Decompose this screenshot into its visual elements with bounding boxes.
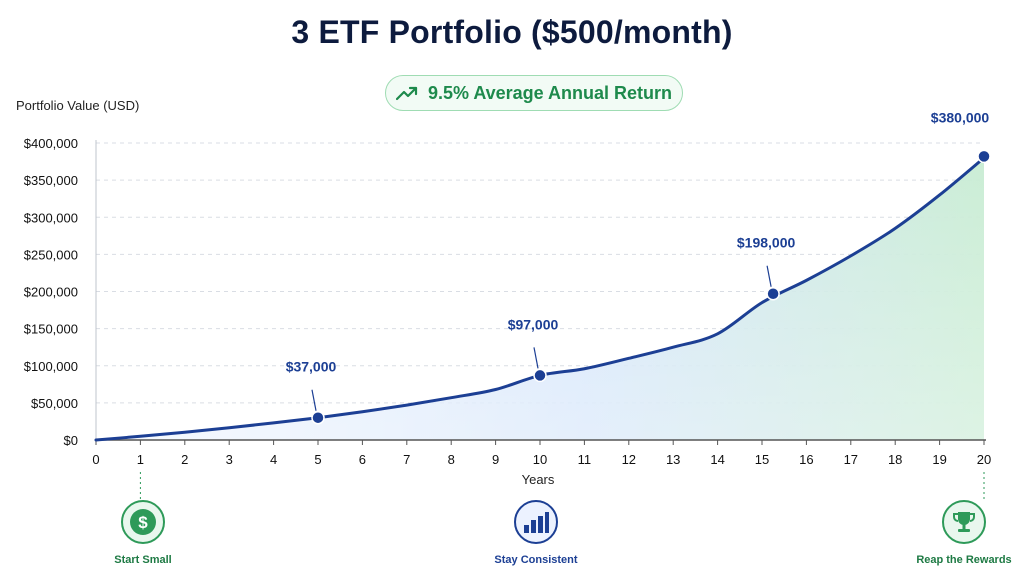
return-badge: 9.5% Average Annual Return (385, 75, 683, 111)
milestone-start-small: $ Start Small (83, 500, 203, 566)
x-tick-label: 20 (977, 452, 991, 467)
annotation-label: $198,000 (737, 235, 796, 251)
svg-text:$: $ (138, 513, 148, 532)
y-tick-label: $0 (64, 433, 78, 448)
x-tick-label: 1 (137, 452, 144, 467)
milestone-reap-rewards: Reap the Rewards (904, 500, 1024, 566)
x-tick-label: 15 (755, 452, 769, 467)
x-tick-label: 9 (492, 452, 499, 467)
x-tick-label: 12 (622, 452, 636, 467)
x-tick-label: 4 (270, 452, 277, 467)
x-tick-label: 10 (533, 452, 547, 467)
milestone-label: Start Small (114, 554, 172, 566)
y-tick-label: $250,000 (24, 247, 78, 262)
annotation-leader (533, 347, 539, 369)
x-tick-label: 0 (92, 452, 99, 467)
milestone-stay-consistent: Stay Consistent (476, 500, 596, 566)
annotation-label: $97,000 (508, 316, 559, 332)
x-tick-label: 16 (799, 452, 813, 467)
y-tick-label: $50,000 (31, 396, 78, 411)
y-axis-label: Portfolio Value (USD) (16, 98, 139, 113)
chart-title: 3 ETF Portfolio ($500/month) (291, 14, 733, 50)
x-tick-label: 19 (932, 452, 946, 467)
milestone-label: Reap the Rewards (916, 554, 1012, 566)
y-tick-label: $350,000 (24, 173, 78, 188)
bar-chart-icon (514, 500, 558, 544)
series-area-fade (96, 157, 984, 440)
x-tick-label: 2 (181, 452, 188, 467)
y-tick-label: $150,000 (24, 322, 78, 337)
x-tick-label: 13 (666, 452, 680, 467)
x-tick-label: 7 (403, 452, 410, 467)
data-point-marker (766, 286, 780, 301)
milestone-label: Stay Consistent (494, 554, 578, 566)
y-tick-label: $100,000 (24, 359, 78, 374)
y-tick-label: $300,000 (24, 210, 78, 225)
annotation-leader (766, 265, 772, 287)
x-tick-label: 17 (844, 452, 858, 467)
x-tick-label: 11 (578, 452, 592, 467)
annotation-label: $380,000 (931, 109, 990, 125)
x-tick-label: 8 (448, 452, 455, 467)
x-tick-label: 14 (710, 452, 724, 467)
x-axis-label: Years (522, 472, 555, 487)
dollar-coin-icon: $ (121, 500, 165, 544)
x-tick-label: 3 (226, 452, 233, 467)
annotation-label: $37,000 (286, 359, 337, 375)
data-point-marker (977, 149, 991, 164)
annotation-leader (311, 389, 317, 411)
y-tick-label: $400,000 (24, 136, 78, 151)
y-tick-label: $200,000 (24, 285, 78, 300)
trending-up-icon (395, 86, 418, 101)
return-badge-label: 9.5% Average Annual Return (427, 82, 673, 103)
x-tick-label: 18 (888, 452, 902, 467)
x-tick-label: 6 (359, 452, 366, 467)
data-point-marker (533, 368, 547, 383)
x-tick-label: 5 (314, 452, 321, 467)
data-point-marker (311, 410, 325, 425)
trophy-icon (942, 500, 986, 544)
